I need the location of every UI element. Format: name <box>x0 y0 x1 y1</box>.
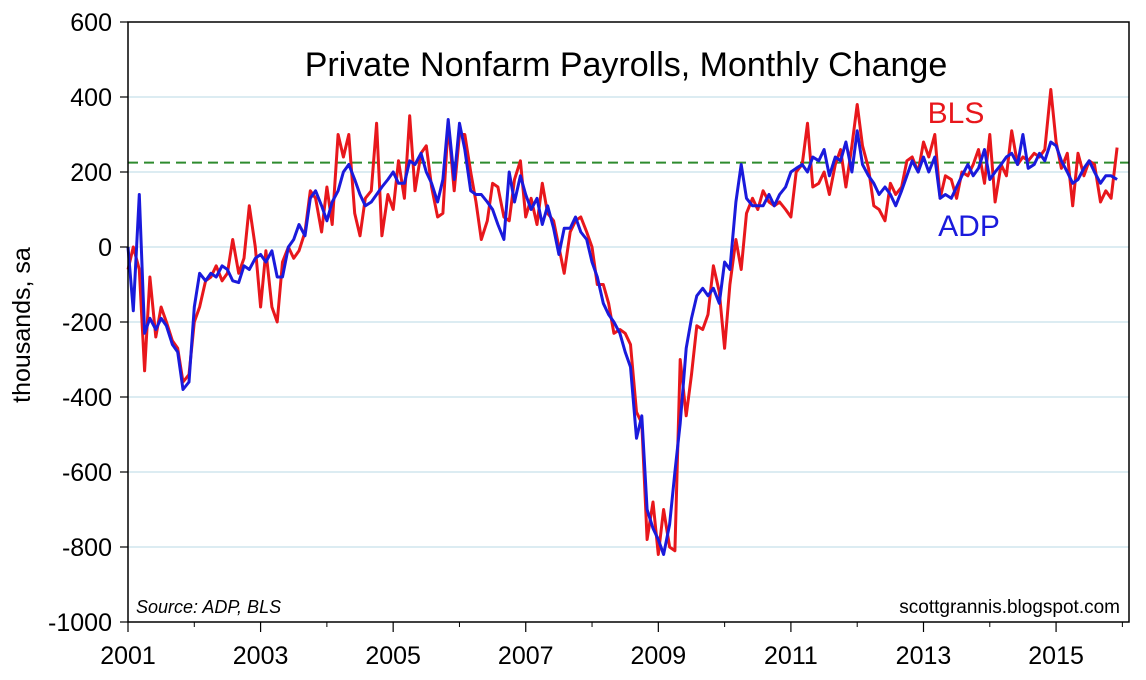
source-note: Source: ADP, BLS <box>136 597 281 617</box>
plot-frame <box>127 21 1130 623</box>
series-label-bls: BLS <box>928 97 985 130</box>
y-tick-label: -1000 <box>48 609 112 637</box>
x-tick-label: 2001 <box>100 642 156 670</box>
series-label-adp: ADP <box>938 210 1000 243</box>
tick-labels: 600 400 200 0 -200 -400 -600 -800 -1000 2001 2003 2… <box>48 9 1084 670</box>
y-tick-label: 400 <box>70 84 112 112</box>
x-tick-label: 2011 <box>764 642 818 670</box>
x-tick-label: 2009 <box>631 642 687 670</box>
series-line-adp <box>126 118 1118 556</box>
gridlines <box>128 96 1129 548</box>
y-tick-label: -600 <box>62 459 112 487</box>
x-tick-label: 2015 <box>1028 642 1084 670</box>
chart-title: Private Nonfarm Payrolls, Monthly Change <box>305 46 948 84</box>
series-line-bls <box>126 88 1119 556</box>
y-tick-label: -200 <box>62 309 112 337</box>
y-tick-label: 0 <box>98 234 112 262</box>
x-tick-label: 2005 <box>365 642 421 670</box>
y-tick-label: -400 <box>62 384 112 412</box>
y-tick-label: 600 <box>70 9 112 37</box>
x-tick-label: 2003 <box>233 642 289 670</box>
series-lines <box>126 88 1119 556</box>
y-tick-label: -800 <box>62 534 112 562</box>
x-tick-label: 2007 <box>498 642 554 670</box>
axes <box>120 21 1130 632</box>
y-axis-label: thousands, sa <box>8 247 36 403</box>
x-tick-label: 2013 <box>896 642 952 670</box>
credit-note: scottgrannis.blogspot.com <box>899 597 1120 618</box>
y-tick-label: 200 <box>70 159 112 187</box>
